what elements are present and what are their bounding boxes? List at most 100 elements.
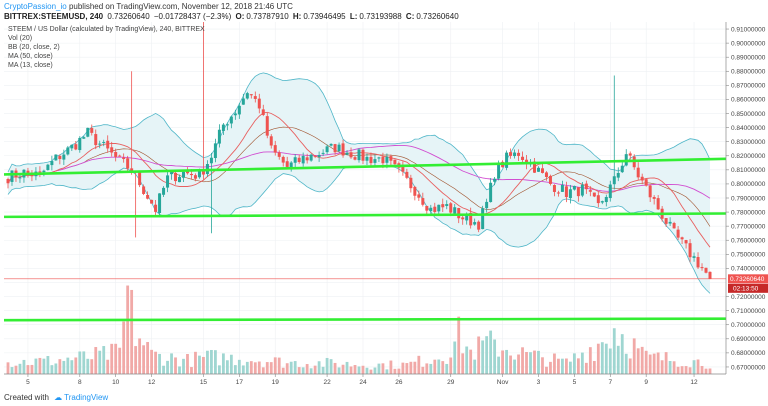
candle [94, 129, 98, 150]
candle [409, 174, 413, 193]
volume-bar [182, 358, 185, 374]
price-tick-label: 0.76000000 [731, 238, 766, 245]
volume-bar [628, 358, 632, 374]
volume-bar [549, 361, 552, 374]
candle [620, 161, 624, 174]
candle [154, 199, 158, 217]
candle-body [58, 155, 62, 160]
candle-body [185, 171, 189, 174]
candle-body [237, 105, 241, 115]
candle [552, 184, 556, 197]
candle-body [544, 172, 548, 177]
candle-body [505, 152, 509, 168]
candle-body [309, 154, 313, 161]
candle-body [18, 177, 22, 179]
volume-bar [668, 361, 672, 374]
candle-body [385, 156, 389, 163]
candle [469, 207, 473, 229]
candle [389, 154, 393, 167]
candle-body [106, 140, 110, 149]
price-tick-label: 0.72000000 [731, 294, 766, 301]
volume-bar [265, 362, 269, 374]
volume-bar [525, 351, 528, 374]
candle-body [301, 155, 305, 164]
footer-brand[interactable]: TradingView [64, 393, 109, 402]
volume-bar [704, 368, 708, 374]
volume-bar [78, 351, 82, 374]
candle [70, 144, 74, 151]
legend-ma13[interactable]: MA (13, close) [8, 62, 53, 69]
candle [269, 134, 273, 149]
volume-bar [596, 343, 600, 374]
candle-body [509, 152, 513, 156]
candle [668, 217, 672, 227]
candle [700, 263, 704, 271]
volume-bar [473, 359, 477, 374]
volume-bar [46, 355, 50, 374]
price-axis[interactable]: 0.91000000 0.90000000 0.89000000 0.88000000… [726, 26, 766, 371]
candle-body [189, 173, 193, 176]
legend-bollinger[interactable]: BB (20, close, 2) [8, 44, 60, 51]
volume-bar [389, 360, 393, 374]
candle-body [138, 171, 142, 186]
candle [421, 192, 425, 207]
candle [6, 177, 10, 189]
volume-bar [505, 349, 508, 374]
candle-body [122, 157, 126, 160]
volume-bar [126, 285, 130, 374]
candle-body [377, 157, 381, 159]
last-price-tag-bg [728, 274, 768, 284]
ticker-symbol: BITTREX:STEEMUSD, 240 [4, 12, 104, 21]
support-resistance-lines[interactable] [3, 157, 727, 322]
volume-bar [501, 350, 504, 374]
candle-body [477, 221, 481, 230]
candle [82, 135, 86, 139]
candle-body [433, 206, 437, 212]
candle-body [221, 124, 225, 131]
candle-body [640, 176, 644, 181]
candle [285, 156, 289, 169]
candle-body [229, 116, 233, 124]
candle [425, 205, 429, 215]
candle [345, 150, 349, 156]
volume-bar [509, 355, 512, 374]
time-tick-label: 17 [236, 379, 244, 386]
candle-body [564, 186, 568, 198]
candle-body [321, 152, 325, 154]
candle-body [708, 271, 712, 279]
candle-body [253, 96, 257, 99]
candle-body [337, 144, 341, 152]
legend-ma50[interactable]: MA (50, close) [8, 53, 53, 60]
candle-body [493, 178, 497, 182]
volume-bar [186, 353, 189, 374]
candle-body [150, 199, 154, 204]
legend-volume[interactable]: Vol (20) [8, 35, 33, 42]
volume-bar [541, 357, 544, 374]
legend-series-title: STEEM / US Dollar (calculated by Trading… [8, 26, 205, 33]
candle-body [409, 177, 413, 189]
volume-bar [664, 352, 668, 374]
candle-body [162, 187, 166, 195]
author-link[interactable]: CryptoPassion_io [4, 2, 67, 11]
volume-bar [38, 357, 42, 374]
candle [90, 124, 94, 136]
candle [146, 191, 150, 200]
volume-bar [289, 361, 293, 374]
volume-bar [377, 363, 381, 374]
price-tick-label: 0.85000000 [731, 111, 766, 118]
time-tick-label: 29 [447, 379, 455, 386]
volume-bar [102, 346, 106, 374]
time-axis[interactable]: 5 8 10 12 15 17 19 22 24 26 29 Nov 3 5 7 9 12 [26, 374, 698, 386]
candle [54, 154, 58, 161]
volume-bar [537, 350, 540, 374]
candle [321, 149, 325, 157]
candle [544, 171, 548, 181]
candle-body [369, 156, 373, 164]
candle [341, 139, 345, 158]
candle [481, 205, 485, 230]
candle [50, 155, 54, 171]
candle [253, 91, 257, 103]
volume-bar [225, 360, 229, 374]
candle [257, 93, 261, 114]
